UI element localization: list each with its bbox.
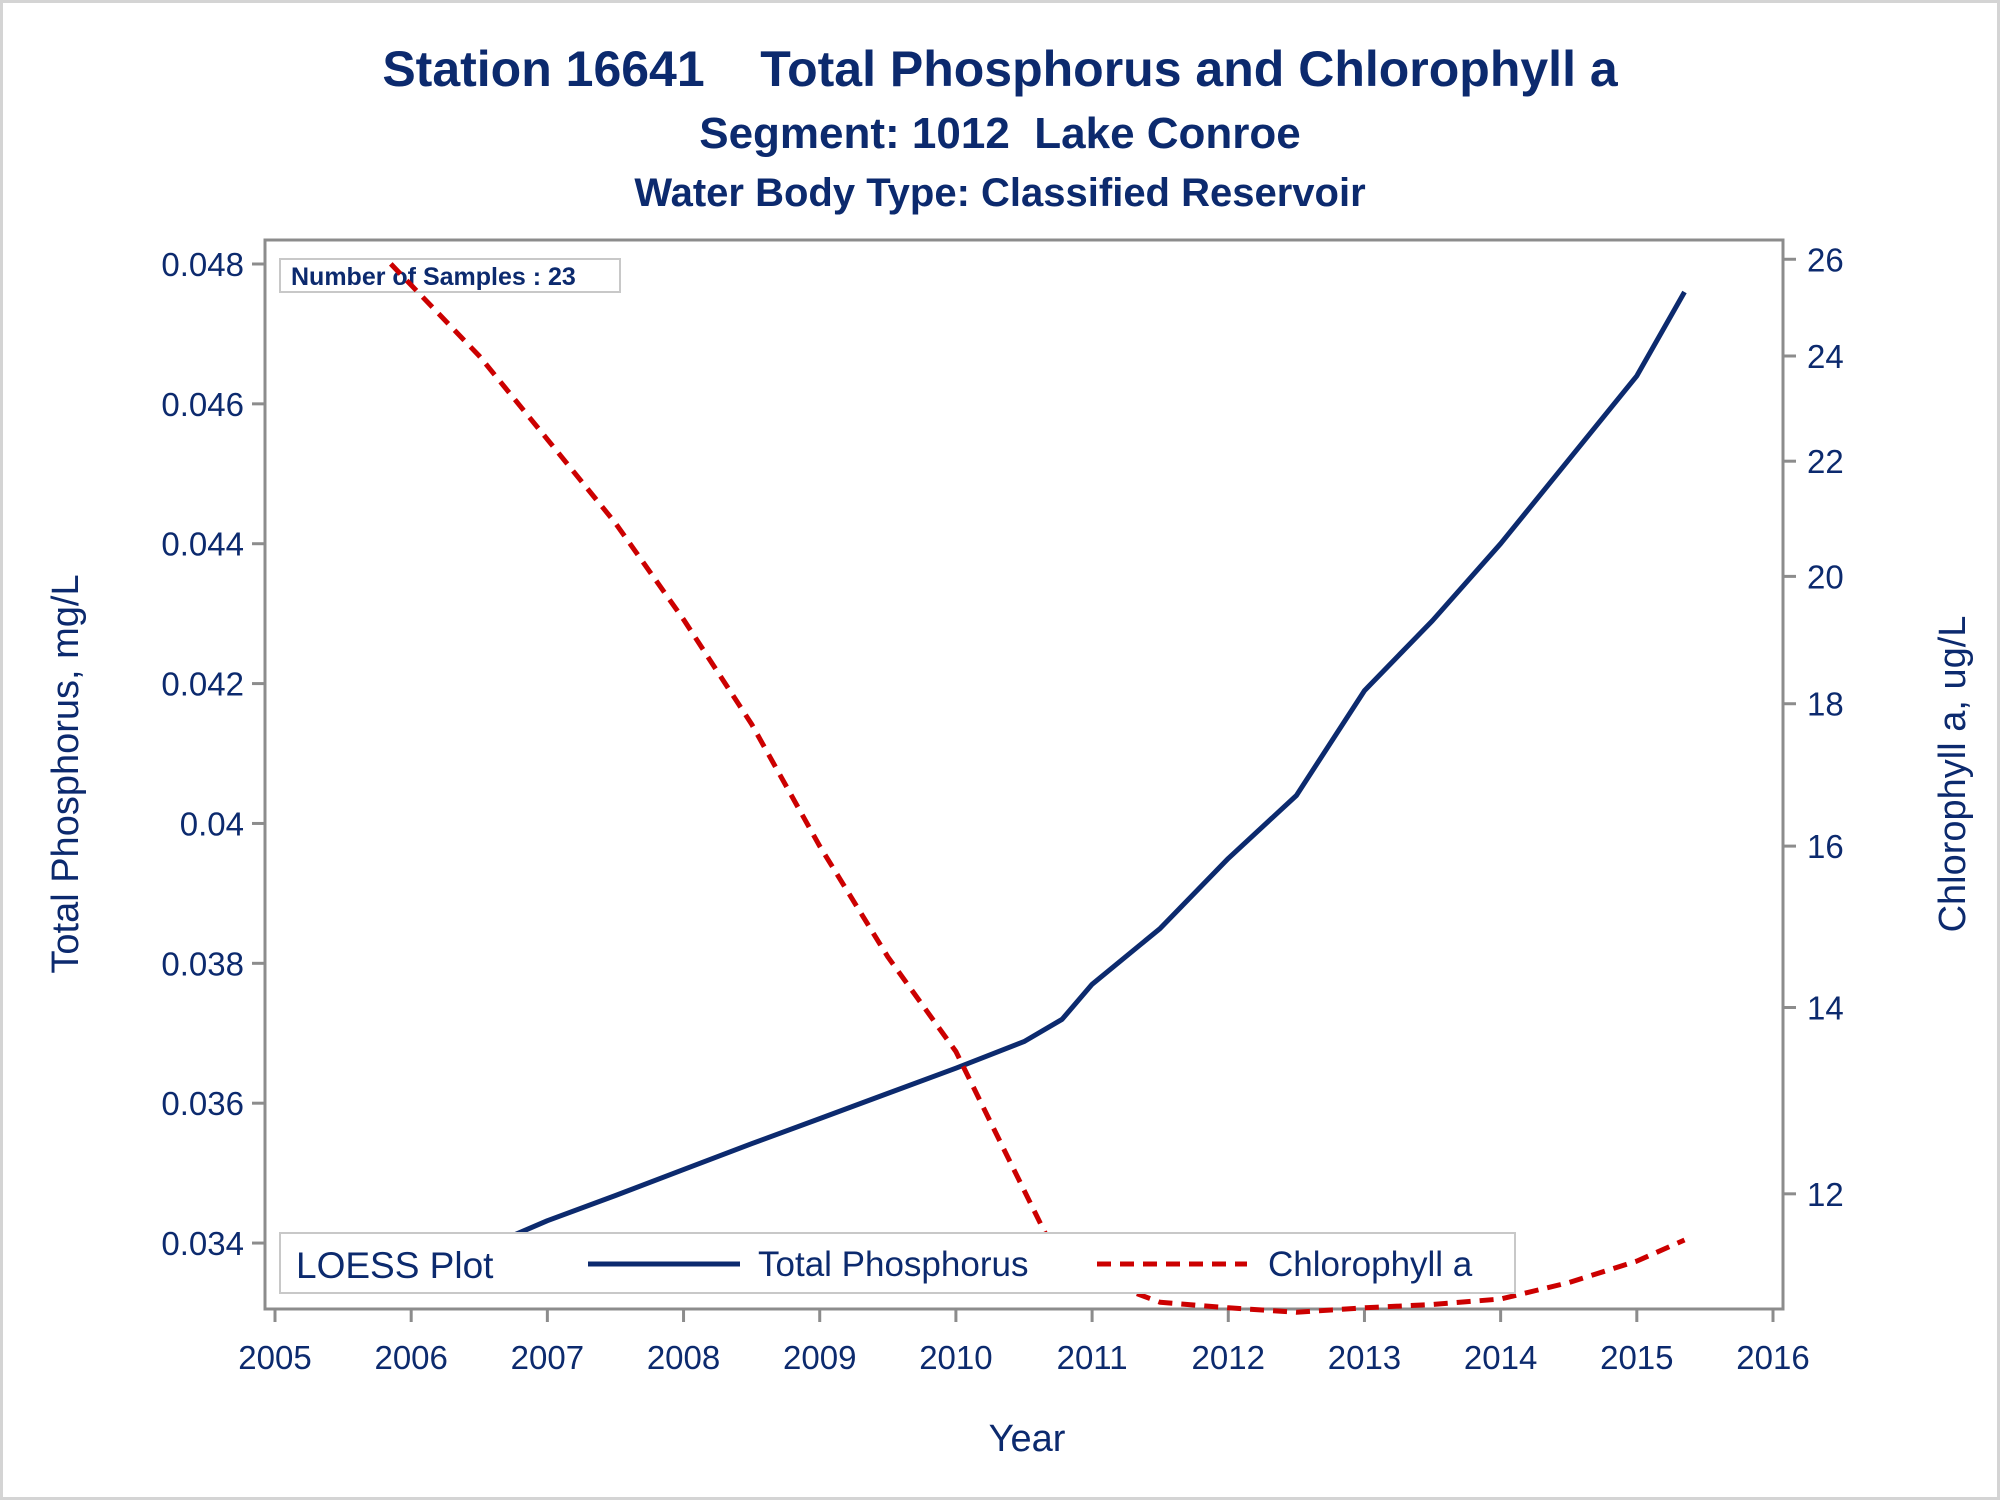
x-tick-label-2006: 2006 — [374, 1339, 447, 1376]
sample-count-label: Number of Samples : 23 — [291, 263, 576, 291]
y2-tick-label-20: 20 — [1807, 558, 1844, 595]
x-axis-title: Year — [989, 1418, 1066, 1460]
y-tick-label-0.036: 0.036 — [161, 1085, 244, 1122]
y-tick-label-0.034: 0.034 — [161, 1225, 244, 1262]
y2-tick-label-24: 24 — [1807, 338, 1844, 375]
x-tick-label-2016: 2016 — [1736, 1339, 1809, 1376]
legend-label-total-phosphorus: Total Phosphorus — [758, 1245, 1028, 1284]
y2-tick-label-18: 18 — [1807, 686, 1844, 723]
y2-tick-label-16: 16 — [1807, 828, 1844, 865]
y-tick-label-0.04: 0.04 — [180, 805, 244, 842]
series-line-chlorophyll-a — [388, 262, 1686, 1315]
legend-title: LOESS Plot — [296, 1245, 494, 1286]
chart-subtitle: Segment: 1012 Lake Conroe — [699, 109, 1301, 158]
chart-title: Station 16641 Total Phosphorus and Chlor… — [382, 41, 1619, 97]
x-tick-label-2011: 2011 — [1057, 1339, 1128, 1376]
x-tick-label-2007: 2007 — [511, 1339, 584, 1376]
legend-label-chlorophyll-a: Chlorophyll a — [1268, 1245, 1473, 1284]
x-tick-label-2012: 2012 — [1192, 1339, 1265, 1376]
x-tick-label-2009: 2009 — [783, 1339, 856, 1376]
series-line-total-phosphorus — [389, 290, 1687, 1288]
y2-tick-label-22: 22 — [1807, 443, 1844, 480]
axes: 2005 2006 2007 2008 2009 2010 2011 2012 2013 2014… — [161, 241, 1843, 1376]
y-tick-label-0.048: 0.048 — [161, 246, 244, 283]
y-tick-label-0.042: 0.042 — [161, 666, 244, 703]
legend-box — [279, 1232, 1516, 1294]
y-tick-label-0.044: 0.044 — [161, 526, 244, 563]
y-axis-title: Total Phosphorus, mg/L — [45, 574, 87, 973]
x-tick-label-2008: 2008 — [647, 1339, 720, 1376]
series-lines — [388, 262, 1687, 1315]
chart-subtitle-2: Water Body Type: Classified Reservoir — [634, 171, 1365, 215]
y-tick-label-0.046: 0.046 — [161, 386, 244, 423]
y2-tick-label-12: 12 — [1807, 1176, 1844, 1213]
plot-area — [263, 238, 1785, 1311]
x-tick-label-2014: 2014 — [1464, 1339, 1537, 1376]
y2-tick-label-26: 26 — [1807, 241, 1844, 278]
x-tick-label-2010: 2010 — [919, 1339, 992, 1376]
y2-axis-title: Chlorophyll a, ug/L — [1932, 616, 1974, 933]
x-tick-label-2005: 2005 — [238, 1339, 311, 1376]
y-tick-label-0.038: 0.038 — [161, 945, 244, 982]
sample-count-box — [279, 258, 621, 293]
x-tick-label-2015: 2015 — [1600, 1339, 1673, 1376]
y2-tick-label-14: 14 — [1807, 990, 1844, 1027]
x-tick-label-2013: 2013 — [1328, 1339, 1401, 1376]
